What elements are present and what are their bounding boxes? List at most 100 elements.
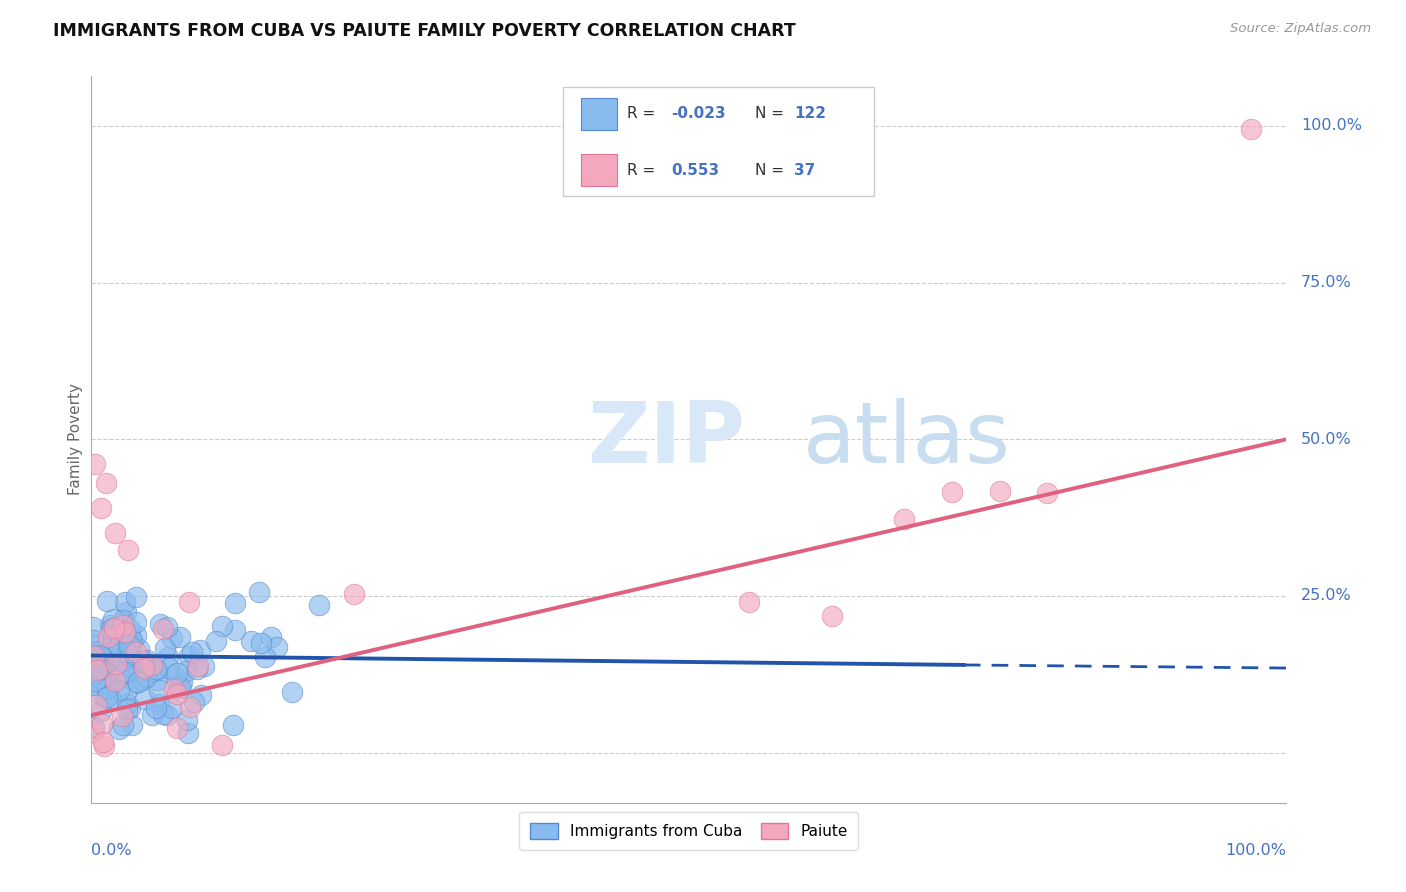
Bar	[582, 154, 617, 186]
Point	[117, 638, 139, 652]
Point	[107, 627, 129, 641]
Point	[118, 647, 141, 661]
Text: 37: 37	[794, 163, 815, 178]
Point	[90, 717, 112, 731]
Point	[114, 595, 136, 609]
Point	[82, 620, 104, 634]
Text: 100.0%: 100.0%	[1226, 843, 1286, 858]
Point	[211, 618, 233, 632]
Point	[117, 635, 139, 649]
Point	[84, 458, 107, 472]
Point	[89, 648, 111, 662]
Point	[84, 698, 107, 712]
Point	[135, 657, 157, 672]
Point	[103, 622, 125, 636]
Point	[120, 700, 142, 714]
Text: Source: ZipAtlas.com: Source: ZipAtlas.com	[1230, 22, 1371, 36]
Y-axis label: Family Poverty: Family Poverty	[67, 384, 83, 495]
Text: 0.0%: 0.0%	[91, 843, 132, 858]
Point	[141, 657, 163, 672]
Point	[107, 722, 129, 736]
Point	[127, 675, 149, 690]
Point	[89, 658, 111, 673]
Point	[84, 666, 107, 681]
Point	[115, 605, 138, 619]
Point	[136, 653, 159, 667]
Point	[115, 701, 138, 715]
Point	[84, 669, 107, 683]
Point	[112, 617, 135, 632]
Text: atlas: atlas	[803, 398, 1011, 481]
Point	[266, 640, 288, 655]
Point	[114, 626, 136, 640]
Point	[176, 714, 198, 728]
Point	[117, 698, 139, 712]
Point	[125, 644, 148, 658]
Point	[280, 685, 302, 699]
Text: 122: 122	[794, 106, 827, 121]
Point	[134, 691, 156, 706]
Point	[82, 633, 104, 648]
Point	[155, 640, 177, 655]
Point	[131, 673, 153, 687]
Point	[112, 665, 135, 679]
Point	[141, 708, 163, 723]
Point	[108, 682, 131, 697]
Point	[84, 637, 107, 651]
Point	[893, 512, 915, 526]
Point	[112, 613, 135, 627]
Point	[149, 616, 172, 631]
Point	[100, 622, 122, 636]
Point	[169, 630, 191, 644]
Point	[157, 661, 180, 675]
Point	[1240, 122, 1263, 136]
Point	[103, 621, 125, 635]
Point	[176, 665, 198, 679]
Point	[131, 654, 153, 668]
Point	[105, 640, 128, 655]
Text: -0.023: -0.023	[671, 106, 725, 121]
Point	[90, 704, 112, 718]
Point	[103, 637, 125, 651]
Point	[177, 649, 200, 664]
Point	[94, 476, 117, 491]
Text: N =: N =	[755, 106, 783, 121]
Point	[97, 630, 120, 644]
Text: R =: R =	[627, 163, 655, 178]
Point	[145, 701, 167, 715]
Point	[146, 673, 169, 687]
Text: N =: N =	[755, 163, 783, 178]
Point	[163, 667, 186, 681]
Point	[94, 667, 117, 681]
Point	[128, 642, 150, 657]
Point	[91, 661, 114, 675]
Point	[163, 682, 186, 697]
Point	[145, 665, 167, 679]
Point	[259, 630, 281, 644]
Point	[96, 682, 118, 697]
Point	[247, 585, 270, 599]
Point	[821, 608, 844, 623]
Point	[152, 622, 174, 636]
Point	[222, 718, 245, 732]
Point	[160, 631, 183, 645]
Text: IMMIGRANTS FROM CUBA VS PAIUTE FAMILY POVERTY CORRELATION CHART: IMMIGRANTS FROM CUBA VS PAIUTE FAMILY PO…	[53, 22, 796, 40]
Point	[83, 678, 105, 692]
Point	[124, 615, 146, 630]
Text: ZIP: ZIP	[588, 398, 745, 481]
Point	[166, 666, 188, 681]
Point	[177, 726, 200, 740]
Point	[108, 654, 131, 668]
Point	[100, 693, 122, 707]
Point	[240, 634, 263, 648]
Point	[156, 708, 179, 723]
Point	[224, 623, 246, 637]
Point	[193, 658, 215, 673]
Point	[91, 650, 114, 665]
Point	[83, 649, 105, 664]
Point	[82, 724, 104, 739]
Point	[127, 670, 149, 684]
Point	[84, 643, 107, 657]
Point	[188, 642, 211, 657]
Point	[89, 662, 111, 676]
